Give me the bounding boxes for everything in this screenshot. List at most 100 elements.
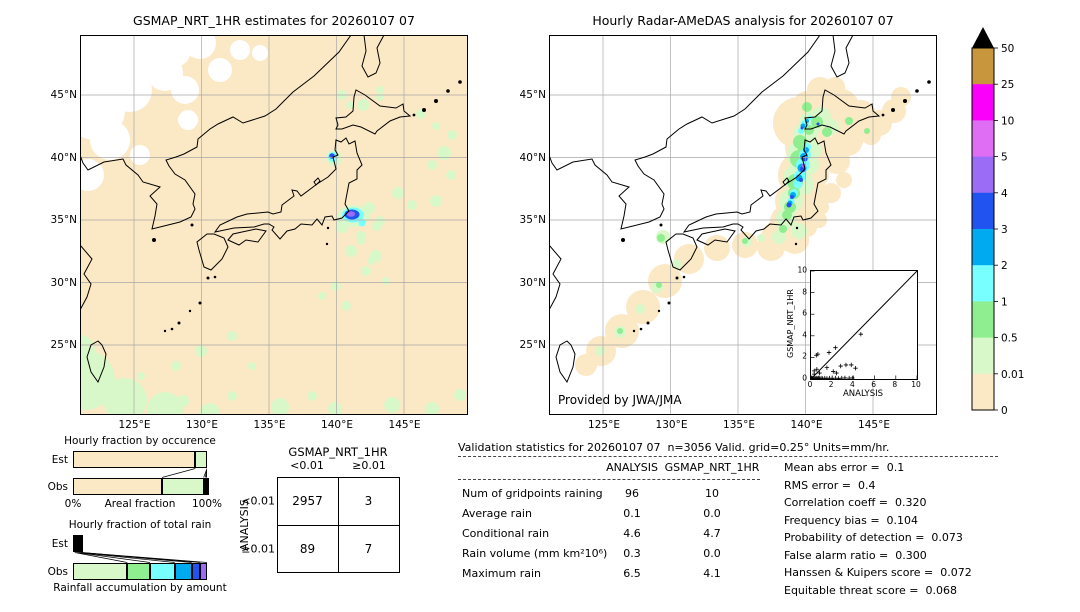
axis-tick-label: 25°N	[519, 339, 546, 351]
occurrence-x-label: Areal fraction	[104, 498, 176, 510]
stat-analysis-value: 96	[625, 487, 639, 500]
inset-x-tick-label: 6	[871, 380, 876, 389]
skill-score-line: Frequency bias = 0.104	[784, 513, 919, 527]
right-map-title: Hourly Radar-AMeDAS analysis for 2026010…	[592, 13, 894, 28]
diagonal-reference-line	[810, 270, 918, 380]
colorbar-tick-label: 0	[1001, 405, 1008, 417]
inset-x-tick-label: 4	[850, 380, 855, 389]
inset-x-tick-label: 0	[807, 380, 813, 389]
skill-score-line: Correlation coeff = 0.320	[784, 496, 927, 509]
stat-gsmap-value: 0.0	[703, 507, 721, 520]
small-islands	[621, 80, 931, 333]
colorbar-tick-label: 4	[1001, 188, 1008, 200]
coastline	[80, 35, 412, 384]
skill-score-line: RMS error = 0.4	[784, 478, 876, 492]
inset-x-tick-label: 2	[828, 380, 834, 389]
precipitation-blobs	[80, 35, 268, 191]
bar-segment-green	[127, 563, 151, 580]
stat-label: Maximum rain	[462, 567, 541, 580]
bar-segment-purple	[80, 535, 83, 552]
validation-stat-row: Average rain 0.1 0.0	[458, 507, 778, 527]
axis-tick-label: 40°N	[519, 151, 546, 164]
validation-col-analysis: ANALYSIS	[606, 461, 658, 474]
inset-y-tick-label: 2	[802, 351, 807, 361]
totalrain-row-label-obs: Obs	[47, 566, 68, 578]
stat-analysis-value: 0.1	[623, 507, 641, 520]
bar-segment-peach	[73, 478, 162, 495]
coastline	[549, 35, 881, 384]
axis-tick-label: 140°E	[790, 419, 823, 431]
colorbar-tick-label: 0.01	[1001, 369, 1024, 381]
axis-tick-label: 40°N	[50, 151, 77, 164]
axis-tick-label: 45°N	[519, 89, 546, 101]
stat-gsmap-value: 4.7	[703, 527, 721, 540]
inset-scatter-canvas	[809, 270, 918, 381]
axis-tick-label: 145°E	[858, 419, 890, 431]
bar-segment-pale	[161, 478, 204, 495]
axis-tick-label: 35°N	[50, 214, 77, 226]
credit-text: Provided by JWA/JMA	[558, 393, 682, 407]
bar-segment-purple	[200, 563, 207, 580]
inset-y-tick-label: 8	[802, 287, 807, 297]
precipitation-colorbar: 50 25 10 5 4 3 2 1 0.5 0.01 0	[971, 27, 1024, 417]
stat-label: Rain volume (mm km²10⁶)	[462, 547, 608, 560]
occurrence-chart-title: Hourly fraction by occurence	[64, 435, 216, 447]
occurrence-row-label-obs: Obs	[47, 481, 68, 493]
colorbar-tick-label: 25	[1001, 79, 1014, 91]
gsmap-precipitation-map	[80, 35, 468, 415]
axis-tick-label: 130°E	[186, 419, 218, 431]
totalrain-connectors	[74, 552, 207, 563]
totalrain-est-bar	[73, 535, 207, 552]
inset-scatter-plot	[809, 270, 918, 381]
validation-rows: Num of gridpoints raining 96 10 Average rai…	[458, 487, 778, 597]
bar-segment-blue	[191, 563, 201, 580]
inset-y-tick-label: 6	[802, 308, 807, 318]
bar-segment-green	[74, 535, 77, 552]
contingency-col-label-ge: ≥0.01	[352, 459, 386, 472]
validation-stat-row: Rain volume (mm km²10⁶) 0.3 0.0	[458, 547, 778, 567]
precipitation-blobs	[80, 86, 466, 415]
inset-x-tick-label: 10	[911, 380, 921, 389]
stat-analysis-value: 0.3	[623, 547, 641, 560]
bar-segment-cyan	[150, 563, 175, 580]
bar-segment-pale	[195, 451, 207, 468]
stat-gsmap-value: 4.1	[703, 567, 721, 580]
bar-segment-peach	[73, 451, 196, 468]
skill-score-line: Probability of detection = 0.073	[784, 531, 963, 544]
contingency-row-label-ge: ≥0.01	[241, 542, 275, 556]
validation-col-gsmap: GSMAP_NRT_1HR	[664, 461, 760, 474]
scatter-points	[809, 331, 864, 381]
contingency-col-group: GSMAP_NRT_1HR	[288, 445, 388, 459]
colorbar-tick-label: 50	[1001, 43, 1014, 55]
colorbar-tick-label: 5	[1001, 152, 1008, 164]
occurrence-connectors	[161, 468, 207, 478]
divider-dashed	[458, 479, 760, 480]
bar-segment-pale	[73, 535, 75, 552]
contingency-table: 2957 3 89 7	[277, 477, 400, 573]
colorbar-over-arrow	[972, 27, 994, 48]
validation-stat-row: Maximum rain 6.5 4.1	[458, 567, 778, 587]
divider-dashed	[458, 456, 998, 457]
bar-segment-green	[203, 478, 206, 495]
left-map-title: GSMAP_NRT_1HR estimates for 20260107 07	[133, 13, 415, 28]
skill-score-line: False alarm ratio = 0.300	[784, 548, 927, 562]
stat-label: Num of gridpoints raining	[462, 487, 603, 500]
stat-analysis-value: 4.6	[623, 527, 641, 540]
axis-tick-label: 35°N	[519, 214, 546, 226]
axis-tick-label: 140°E	[321, 419, 353, 431]
inset-x-axis-label: ANALYSIS	[842, 389, 884, 399]
bar-segment-pale	[73, 563, 128, 580]
contingency-hline	[278, 524, 399, 526]
validation-stat-row: Num of gridpoints raining 96 10	[458, 487, 778, 507]
contingency-row-group: ANALYSIS	[238, 499, 251, 551]
stat-label: Average rain	[462, 507, 532, 520]
colorbar-tick-label: 1	[1001, 296, 1008, 308]
axis-tick-label: 25°N	[50, 339, 77, 351]
stat-gsmap-value: 10	[705, 487, 719, 500]
totalrain-chart-title: Hourly fraction of total rain	[68, 519, 212, 531]
occurrence-x-min: 0%	[64, 498, 82, 510]
axis-tick-label: 30°N	[50, 276, 77, 289]
axis-tick-label: 135°E	[723, 419, 755, 431]
stat-analysis-value: 6.5	[623, 567, 641, 580]
colorbar-tick-label: 0.5	[1001, 333, 1018, 345]
